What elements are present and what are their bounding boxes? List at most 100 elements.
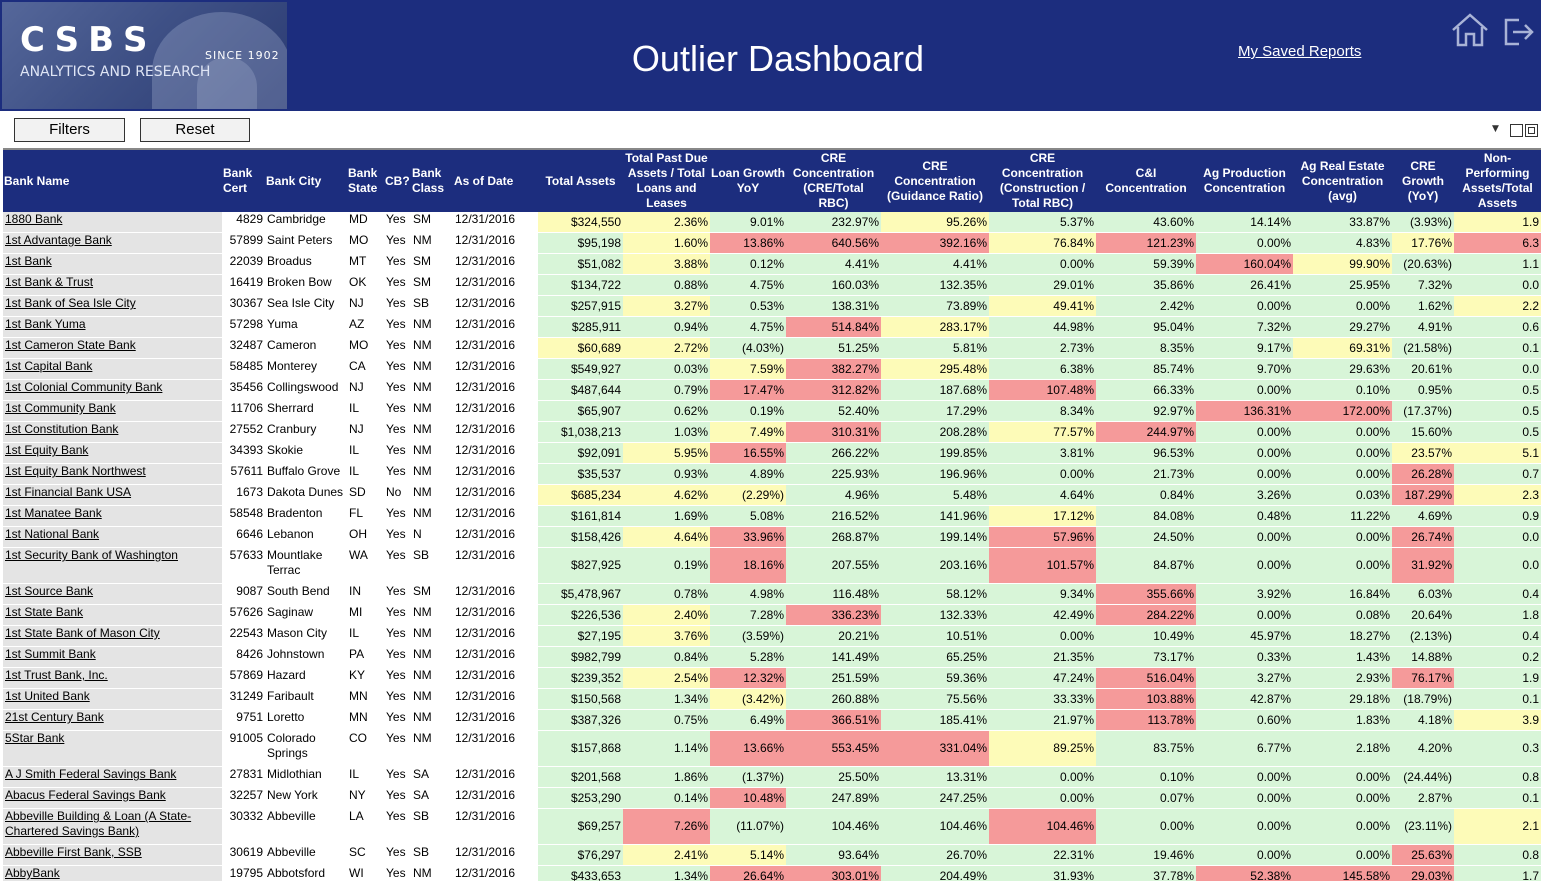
bank-name-link[interactable]: 1st Source Bank bbox=[3, 584, 222, 605]
metric-cell: 5.14% bbox=[710, 845, 786, 866]
metric-cell: 17.76% bbox=[1392, 233, 1454, 254]
bank-name-link[interactable]: Abbeville First Bank, SSB bbox=[3, 845, 222, 866]
bank-name-link[interactable]: 1st Security Bank of Washington bbox=[3, 548, 222, 584]
bank-name-link[interactable]: 1st Constitution Bank bbox=[3, 422, 222, 443]
column-header[interactable]: CRE Concentration (Guidance Ratio) bbox=[881, 150, 989, 212]
bank-name-link[interactable]: 1880 Bank bbox=[3, 212, 222, 233]
bank-cert-cell: 9087 bbox=[222, 584, 265, 605]
column-header[interactable]: Loan Growth YoY bbox=[710, 150, 786, 212]
column-header[interactable]: C&I Concentration bbox=[1096, 150, 1196, 212]
column-header[interactable]: CRE Growth (YoY) bbox=[1392, 150, 1454, 212]
column-header[interactable]: CRE Concentration (Construction / Total … bbox=[989, 150, 1096, 212]
bank-class-cell: NM bbox=[411, 506, 453, 527]
bank-name-link[interactable]: Abbeville Building & Loan (A State-Chart… bbox=[3, 809, 222, 845]
column-header[interactable]: Bank Class bbox=[411, 150, 453, 212]
home-icon[interactable] bbox=[1450, 12, 1490, 48]
column-header[interactable]: CB? bbox=[384, 150, 411, 212]
metric-cell: 4.41% bbox=[881, 254, 989, 275]
metric-cell: 4.75% bbox=[710, 275, 786, 296]
bank-name-link[interactable]: 1st Bank bbox=[3, 254, 222, 275]
bank-name-link[interactable]: 1st State Bank of Mason City bbox=[3, 626, 222, 647]
bank-city-cell: Broken Bow bbox=[265, 275, 347, 296]
bank-name-link[interactable]: 1st Colonial Community Bank bbox=[3, 380, 222, 401]
metric-cell: 196.96% bbox=[881, 464, 989, 485]
metric-cell: 0.00% bbox=[989, 626, 1096, 647]
metric-cell: 136.31% bbox=[1196, 401, 1293, 422]
bank-name-link[interactable]: 21st Century Bank bbox=[3, 710, 222, 731]
metric-cell: 207.55% bbox=[786, 548, 881, 584]
bank-name-link[interactable]: 1st Bank of Sea Isle City bbox=[3, 296, 222, 317]
bank-class-cell: NM bbox=[411, 317, 453, 338]
bank-name-link[interactable]: Abacus Federal Savings Bank bbox=[3, 788, 222, 809]
metric-cell: 0.53% bbox=[710, 296, 786, 317]
column-header[interactable]: Total Assets bbox=[538, 150, 623, 212]
metric-cell: 113.78% bbox=[1096, 710, 1196, 731]
bank-name-link[interactable]: 1st National Bank bbox=[3, 527, 222, 548]
maximize-icon[interactable] bbox=[1525, 124, 1538, 137]
metric-cell: 2.93% bbox=[1293, 668, 1392, 689]
bank-class-cell: NM bbox=[411, 731, 453, 767]
column-header[interactable]: Bank State bbox=[347, 150, 384, 212]
metric-cell: 31.92% bbox=[1392, 548, 1454, 584]
metric-cell: 29.27% bbox=[1293, 317, 1392, 338]
metric-cell: 0.4 bbox=[1454, 584, 1541, 605]
metric-cell: 75.56% bbox=[881, 689, 989, 710]
bank-name-link[interactable]: 1st United Bank bbox=[3, 689, 222, 710]
metric-cell: 4.89% bbox=[710, 464, 786, 485]
column-header[interactable]: CRE Concentration (CRE/Total RBC) bbox=[786, 150, 881, 212]
bank-class-cell: NM bbox=[411, 710, 453, 731]
chevron-down-icon[interactable]: ▼ bbox=[1492, 124, 1499, 134]
metric-cell: 0.5 bbox=[1454, 380, 1541, 401]
column-header[interactable]: Bank City bbox=[265, 150, 347, 212]
bank-name-link[interactable]: 1st Advantage Bank bbox=[3, 233, 222, 254]
cb-cell: Yes bbox=[384, 338, 411, 359]
bank-name-link[interactable]: 1st Financial Bank USA bbox=[3, 485, 222, 506]
logout-icon[interactable] bbox=[1503, 16, 1535, 48]
bank-class-cell: SM bbox=[411, 584, 453, 605]
metric-cell: 283.17% bbox=[881, 317, 989, 338]
column-header[interactable]: Bank Name bbox=[3, 150, 222, 212]
bank-state-cell: KY bbox=[347, 668, 384, 689]
bank-name-link[interactable]: 1st Bank & Trust bbox=[3, 275, 222, 296]
bank-name-link[interactable]: 1st Manatee Bank bbox=[3, 506, 222, 527]
bank-city-cell: Hazard bbox=[265, 668, 347, 689]
bank-name-link[interactable]: 1st Community Bank bbox=[3, 401, 222, 422]
bank-name-link[interactable]: A J Smith Federal Savings Bank bbox=[3, 767, 222, 788]
metric-cell: 92.97% bbox=[1096, 401, 1196, 422]
metric-cell: 29.63% bbox=[1293, 359, 1392, 380]
bank-state-cell: IL bbox=[347, 626, 384, 647]
bank-name-link[interactable]: 1st Capital Bank bbox=[3, 359, 222, 380]
column-header[interactable]: Bank Cert bbox=[222, 150, 265, 212]
cb-cell: Yes bbox=[384, 443, 411, 464]
bank-name-link[interactable]: 1st Equity Bank Northwest bbox=[3, 464, 222, 485]
metric-cell: 21.35% bbox=[989, 647, 1096, 668]
metric-cell: 10.48% bbox=[710, 788, 786, 809]
column-header[interactable]: As of Date bbox=[453, 150, 538, 212]
as-of-date-cell: 12/31/2016 bbox=[453, 710, 538, 731]
bank-name-link[interactable]: 1st Summit Bank bbox=[3, 647, 222, 668]
column-header[interactable]: Ag Production Concentration bbox=[1196, 150, 1293, 212]
metric-cell: 7.59% bbox=[710, 359, 786, 380]
bank-name-link[interactable]: 5Star Bank bbox=[3, 731, 222, 767]
bank-state-cell: AZ bbox=[347, 317, 384, 338]
bank-name-link[interactable]: 1st Trust Bank, Inc. bbox=[3, 668, 222, 689]
metric-cell: 514.84% bbox=[786, 317, 881, 338]
bank-name-link[interactable]: 1st State Bank bbox=[3, 605, 222, 626]
reset-button[interactable]: Reset bbox=[140, 118, 250, 142]
my-saved-reports-link[interactable]: My Saved Reports bbox=[1238, 43, 1361, 60]
bank-name-link[interactable]: 1st Cameron State Bank bbox=[3, 338, 222, 359]
bank-state-cell: NJ bbox=[347, 296, 384, 317]
minimize-icon[interactable] bbox=[1510, 124, 1523, 137]
bank-name-link[interactable]: 1st Equity Bank bbox=[3, 443, 222, 464]
bank-state-cell: IL bbox=[347, 401, 384, 422]
column-header[interactable]: Total Past Due Assets / Total Loans and … bbox=[623, 150, 710, 212]
bank-name-link[interactable]: 1st Bank Yuma bbox=[3, 317, 222, 338]
column-header[interactable]: Ag Real Estate Concentration (avg) bbox=[1293, 150, 1392, 212]
column-header[interactable]: Non-Performing Assets/Total Assets bbox=[1454, 150, 1541, 212]
filters-button[interactable]: Filters bbox=[14, 118, 125, 142]
metric-cell: 0.79% bbox=[623, 380, 710, 401]
